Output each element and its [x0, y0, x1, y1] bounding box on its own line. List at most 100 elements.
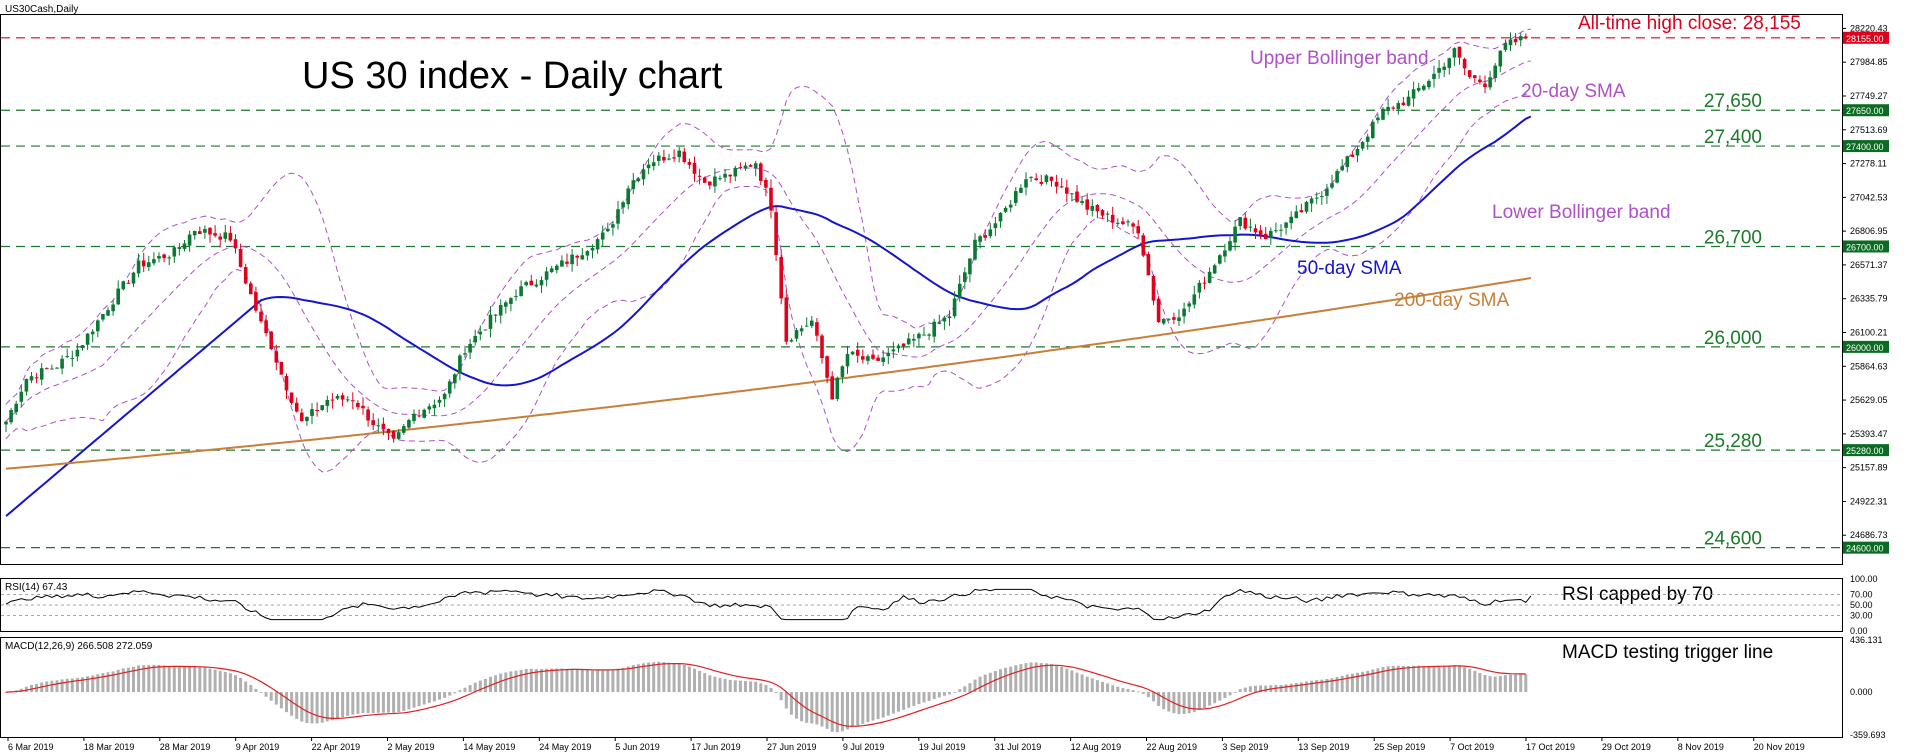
- candle-body-76: [391, 431, 396, 439]
- macd-bar-141: [723, 678, 727, 693]
- macd-bar-154: [789, 692, 793, 715]
- candle-body-44: [228, 232, 233, 241]
- candle-body-102: [524, 282, 528, 286]
- macd-bar-12: [65, 678, 69, 693]
- macd-bar-236: [1208, 692, 1212, 706]
- price-tick-label-3: 27513.69: [1850, 125, 1888, 135]
- sma200-annotation: 200-day SMA: [1394, 290, 1509, 311]
- candle-body-121: [621, 202, 625, 208]
- candle-body-261: [1335, 171, 1339, 183]
- macd-bar-280: [1432, 665, 1436, 693]
- macd-bar-166: [851, 692, 855, 728]
- level-label-1: 27,400: [1704, 127, 1762, 148]
- macd-bar-242: [1238, 689, 1242, 693]
- macd-bar-143: [733, 680, 737, 693]
- macd-bar-148: [759, 683, 763, 693]
- candle-body-120: [616, 209, 620, 224]
- candle-body-212: [1085, 199, 1089, 210]
- candle-body-31: [162, 254, 166, 259]
- candle-body-52: [269, 331, 273, 350]
- candle-body-162: [830, 376, 834, 400]
- macd-bar-95: [489, 676, 492, 693]
- symbol-label: US30Cash,Daily: [5, 4, 78, 15]
- macd-bar-181: [927, 692, 931, 702]
- macd-bar-38: [198, 667, 202, 693]
- macd-bar-122: [626, 666, 630, 693]
- macd-bar-203: [1039, 663, 1043, 693]
- candle-body-274: [1401, 102, 1406, 106]
- macd-bar-196: [1004, 667, 1008, 693]
- macd-bar-192: [983, 674, 987, 693]
- macd-bar-60: [310, 692, 314, 724]
- macd-bar-31: [162, 665, 166, 693]
- level-badge-5: [1843, 541, 1889, 554]
- candle-body-227: [1161, 318, 1166, 324]
- macd-bar-100: [514, 670, 518, 693]
- candle-body-262: [1340, 166, 1344, 171]
- macd-bar-288: [1473, 670, 1477, 693]
- macd-bar-275: [1407, 665, 1410, 693]
- candle-body-130: [667, 158, 671, 160]
- macd-bar-109: [560, 668, 564, 693]
- macd-bar-128: [657, 661, 661, 693]
- date-tick-label-16: 3 Sep 2019: [1222, 742, 1268, 752]
- macd-bar-260: [1330, 678, 1334, 693]
- macd-bar-187: [958, 689, 962, 693]
- macd-bar-175: [897, 692, 900, 712]
- macd-bar-14: [75, 677, 79, 693]
- macd-bar-124: [636, 664, 640, 693]
- candle-body-168: [861, 356, 865, 360]
- annotations: All-time high close: 28,155 Upper Bollin…: [1250, 13, 1801, 311]
- price-tick-label-5: 27042.53: [1850, 192, 1888, 202]
- candle-body-112: [575, 255, 579, 258]
- macd-bar-74: [381, 692, 385, 713]
- candle-body-256: [1309, 198, 1314, 204]
- macd-bar-243: [1243, 687, 1247, 693]
- macd-bar-217: [1111, 685, 1115, 693]
- candle-body-283: [1447, 58, 1452, 68]
- macd-bar-191: [978, 676, 982, 693]
- candle-body-250: [1279, 229, 1283, 231]
- candle-body-25: [131, 272, 136, 284]
- sma50-annotation: 50-day SMA: [1297, 258, 1402, 279]
- sma200-line: [5, 277, 1532, 470]
- candle-body-39: [203, 228, 207, 233]
- macd-bar-200: [1024, 663, 1028, 693]
- macd-bar-126: [647, 662, 651, 693]
- macd-bar-43: [223, 671, 227, 693]
- macd-bar-164: [840, 692, 844, 732]
- macd-bar-262: [1340, 675, 1344, 693]
- candle-body-77: [396, 432, 401, 439]
- candle-body-293: [1498, 50, 1503, 67]
- level-badge-3: [1843, 340, 1889, 353]
- macd-bar-114: [585, 670, 589, 693]
- macd-bar-0: [4, 692, 8, 693]
- chart-title: US 30 index - Daily chart: [302, 55, 723, 97]
- macd-bar-125: [642, 663, 645, 693]
- macd-bar-105: [540, 668, 543, 693]
- candle-body-225: [1151, 275, 1156, 301]
- candle-body-2: [14, 403, 18, 413]
- rsi-line: [1, 588, 1842, 621]
- candle-body-21: [111, 304, 115, 312]
- macd-bar-277: [1417, 665, 1421, 693]
- candle-body-151: [774, 212, 778, 256]
- date-tick-label-7: 24 May 2019: [539, 742, 591, 752]
- macd-bar-291: [1488, 676, 1492, 693]
- candle-body-132: [677, 150, 681, 158]
- candle-body-145: [743, 165, 748, 169]
- macd-bar-284: [1452, 665, 1456, 693]
- candle-body-139: [713, 176, 717, 187]
- candle-body-271: [1386, 106, 1390, 111]
- candle-body-41: [213, 233, 217, 236]
- macd-bar-221: [1131, 690, 1135, 693]
- macd-bar-169: [866, 692, 870, 723]
- macd-bar-113: [580, 669, 584, 693]
- price-tick-label-1: 27984.85: [1850, 57, 1888, 67]
- macd-bar-173: [886, 692, 890, 716]
- macd-bar-159: [815, 692, 819, 725]
- macd-bar-209: [1070, 670, 1074, 693]
- macd-bar-73: [376, 692, 380, 713]
- candle-body-56: [289, 392, 294, 404]
